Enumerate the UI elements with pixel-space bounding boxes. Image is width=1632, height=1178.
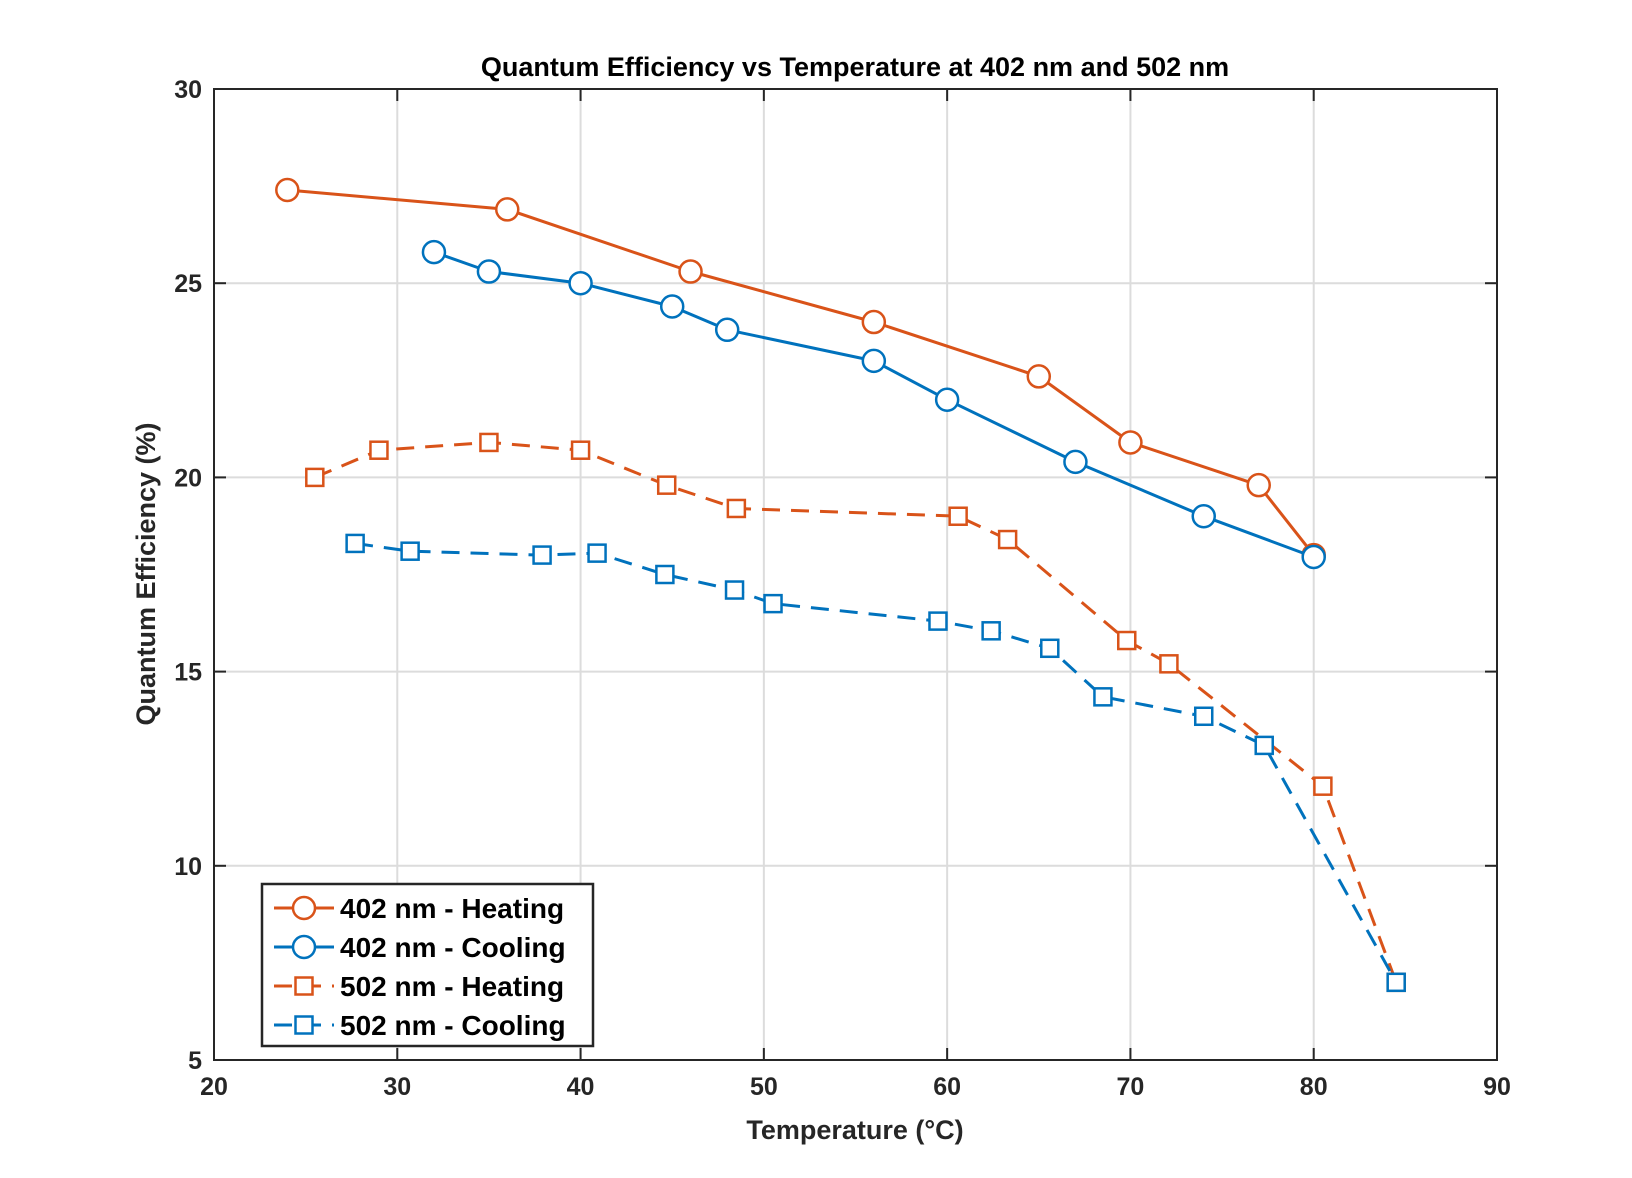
series-2 [421, 239, 1326, 570]
y-tick-label: 15 [174, 659, 202, 687]
data-point [1063, 449, 1088, 475]
legend-marker [294, 1015, 314, 1035]
data-point [928, 611, 948, 631]
data-point [656, 475, 677, 495]
data-point [934, 387, 960, 412]
x-tick-label: 20 [200, 1073, 228, 1101]
legend-entry: 402 nm - Cooling [274, 932, 566, 963]
data-point [726, 498, 747, 519]
legend-label: 402 nm - Heating [340, 893, 564, 924]
x-tick-label: 80 [1300, 1073, 1328, 1101]
data-point [678, 259, 703, 284]
data-point [1246, 472, 1271, 498]
legend-entry: 502 nm - Heating [274, 971, 564, 1002]
series-line [287, 188, 1315, 557]
data-point [714, 317, 740, 343]
x-axis-label: Temperature (°C) [746, 1115, 963, 1145]
series-4 [345, 533, 1406, 993]
legend-label: 502 nm - Heating [340, 971, 564, 1002]
y-tick-label: 30 [174, 76, 202, 104]
chart-title: Quantum Efficiency vs Temperature at 402… [481, 52, 1229, 82]
x-tick-label: 60 [933, 1073, 961, 1101]
data-point [1026, 364, 1052, 389]
axes [213, 88, 1498, 1061]
data-point [479, 432, 499, 453]
data-point [1313, 776, 1333, 796]
legend-entry: 502 nm - Cooling [274, 1010, 566, 1041]
data-point [763, 593, 783, 614]
data-point [275, 177, 300, 203]
legend-label: 402 nm - Cooling [340, 932, 566, 963]
series-3 [305, 432, 1406, 993]
x-tick-label: 70 [1117, 1073, 1145, 1101]
data-point [305, 467, 325, 488]
data-point [570, 440, 591, 460]
legend-label: 502 nm - Cooling [340, 1010, 566, 1041]
data-point [1193, 706, 1214, 727]
data-point [1191, 503, 1216, 529]
y-axis-label: Quantum Efficiency (%) [131, 422, 161, 725]
data-point [1117, 630, 1137, 651]
data-point [948, 506, 968, 526]
y-tick-label: 25 [174, 270, 202, 298]
legend-box [260, 882, 595, 1048]
x-tick-label: 90 [1483, 1073, 1511, 1101]
data-point [1254, 735, 1274, 756]
data-point [476, 259, 502, 284]
data-point [369, 440, 389, 460]
data-point [532, 545, 552, 565]
data-point [861, 348, 887, 374]
legend-entry: 402 nm - Heating [274, 893, 564, 924]
legend-marker [291, 895, 317, 921]
tick-labels: 20 30 40 50 60 70 80 90 5 10 15 20 25 30 [174, 76, 1511, 1101]
data-point [400, 541, 420, 561]
grid-lines [214, 89, 1497, 1060]
legend-marker [291, 934, 317, 960]
data-point [587, 543, 607, 563]
data-point [345, 533, 365, 554]
data-point [981, 621, 1001, 641]
data-point [568, 270, 593, 296]
data-point [495, 197, 520, 222]
data-point [1093, 687, 1113, 707]
data-point [1301, 544, 1326, 570]
x-tick-label: 30 [383, 1073, 411, 1101]
y-tick-label: 20 [174, 464, 202, 492]
series-line [433, 250, 1315, 559]
data-point [1386, 972, 1406, 993]
series-line [354, 541, 1398, 984]
legend-marker [294, 976, 314, 996]
data-point [997, 529, 1018, 550]
data-point [1040, 638, 1060, 659]
data-point [861, 309, 887, 335]
data-point [1118, 430, 1143, 455]
data-point [1159, 654, 1179, 674]
y-tick-label: 5 [188, 1047, 202, 1075]
data-point [421, 239, 447, 265]
axes-box [213, 88, 1498, 1061]
data-series [275, 177, 1406, 993]
x-tick-label: 40 [567, 1073, 595, 1101]
data-point [659, 294, 685, 319]
legend: 402 nm - Heating 402 nm - Cooling 502 nm -… [260, 882, 595, 1048]
data-point [655, 564, 675, 585]
series-line [314, 440, 1398, 983]
data-point [724, 580, 745, 600]
y-tick-label: 10 [174, 853, 202, 881]
x-tick-label: 50 [750, 1073, 778, 1101]
